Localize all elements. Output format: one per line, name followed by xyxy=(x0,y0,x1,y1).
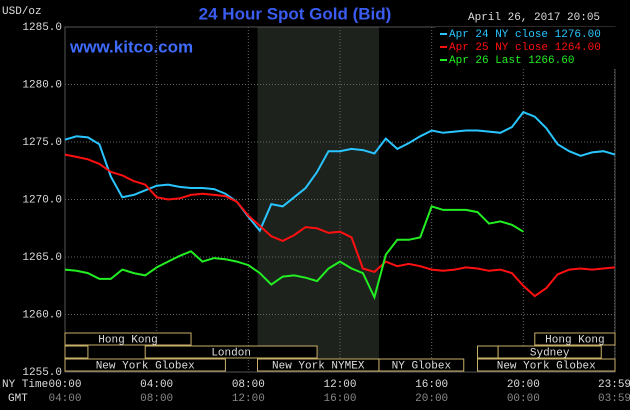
legend-label: Apr 25 NY close 1264.00 xyxy=(449,42,601,54)
x-tick-label: 12:00 xyxy=(323,379,356,391)
y-tick-label: 1270.0 xyxy=(22,194,62,206)
series-line xyxy=(64,205,524,301)
y-tick-label: 1285.0 xyxy=(22,22,62,34)
x-tick-label: 20:00 xyxy=(507,379,540,391)
x-tick-label: 23:59 xyxy=(598,379,630,391)
session-label: Sydney xyxy=(530,347,570,359)
gmt-tick-label: 20:00 xyxy=(415,393,448,405)
gmt-tick-label: 16:00 xyxy=(323,393,356,405)
session-box xyxy=(477,345,499,359)
y-tick-label: 1280.0 xyxy=(22,79,62,91)
gmt-tick-label: 12:00 xyxy=(232,393,265,405)
series-line xyxy=(64,153,616,298)
gmt-tick-label: 08:00 xyxy=(140,393,173,405)
session-label: Hong Kong xyxy=(545,334,604,346)
legend-label: Apr 26 Last 1266.60 xyxy=(449,55,574,67)
session-box xyxy=(144,345,318,359)
x-tick-label: 04:00 xyxy=(140,379,173,391)
session-box xyxy=(64,345,89,359)
session-label: NY Globex xyxy=(392,360,452,372)
session-box xyxy=(534,332,616,346)
session-box xyxy=(378,358,465,372)
session-box xyxy=(477,358,616,372)
session-label: New York NYMEX xyxy=(272,360,365,372)
x-tick-label: 08:00 xyxy=(232,379,265,391)
session-label: London xyxy=(211,347,251,359)
session-label: New York Globex xyxy=(96,360,195,372)
x-tick-label: 00:00 xyxy=(48,379,81,391)
plot-border xyxy=(64,26,616,373)
legend-label: Apr 24 NY close 1276.00 xyxy=(449,29,601,41)
session-highlight xyxy=(257,27,379,372)
session-box xyxy=(64,358,226,372)
gmt-tick-label: 00:00 xyxy=(507,393,540,405)
session-label: New York Globex xyxy=(497,360,596,372)
session-box xyxy=(64,332,192,346)
gmt-tick-label: 03:59 xyxy=(598,393,630,405)
chart-title: 24 Hour Spot Gold (Bid) xyxy=(199,4,392,23)
x-tick-label: 16:00 xyxy=(415,379,448,391)
series-line xyxy=(64,110,616,233)
gmt-tick-label: 04:00 xyxy=(48,393,81,405)
y-tick-label: 1265.0 xyxy=(22,252,62,264)
y-tick-label: 1255.0 xyxy=(22,367,62,379)
x-axis-label: NY Time xyxy=(2,379,48,391)
session-box xyxy=(497,345,602,359)
y-tick-label: 1275.0 xyxy=(22,137,62,149)
watermark: www.kitco.com xyxy=(69,37,193,56)
y-tick-label: 1260.0 xyxy=(22,309,62,321)
legend-box xyxy=(436,27,618,69)
session-label: Hong Kong xyxy=(98,334,157,346)
y-axis-label: USD/oz xyxy=(2,6,42,18)
x-axis-label-2: GMT xyxy=(8,393,28,405)
date: April 26, 2017 20:05 xyxy=(468,12,600,24)
